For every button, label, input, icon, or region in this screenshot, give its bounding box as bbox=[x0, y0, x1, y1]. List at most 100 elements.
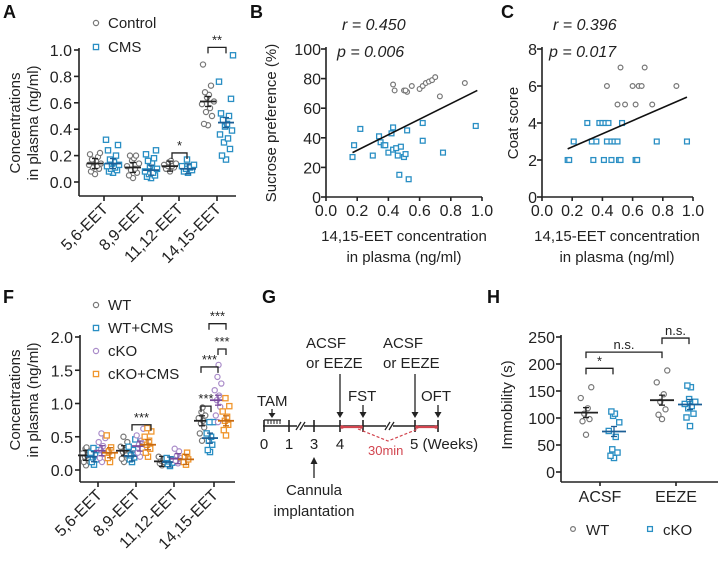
data-point bbox=[142, 151, 150, 158]
data-point bbox=[218, 380, 225, 387]
data-point bbox=[112, 152, 120, 159]
x-tick-label: 0.8 bbox=[440, 203, 462, 220]
legend-marker bbox=[92, 324, 100, 332]
interval-end bbox=[340, 425, 344, 429]
data-point bbox=[404, 127, 411, 134]
significance-label: *** bbox=[214, 334, 229, 349]
panel-c-p-value: p = 0.017 bbox=[548, 44, 617, 61]
data-point bbox=[222, 394, 229, 402]
y-tick-label: 0 bbox=[528, 190, 537, 207]
data-point bbox=[566, 156, 573, 164]
data-point bbox=[609, 446, 616, 453]
data-point bbox=[90, 444, 97, 452]
x-tick-label: EEZE bbox=[655, 489, 697, 506]
legend-marker bbox=[646, 525, 654, 533]
data-point bbox=[96, 149, 104, 157]
data-point bbox=[402, 87, 409, 94]
panel-letter-f: F bbox=[3, 287, 14, 307]
panel-h: Immobility (s) 0 50 100 150 200 250 ACSF EEZE * n… bbox=[499, 323, 718, 539]
data-point bbox=[88, 156, 96, 163]
significance-label: * bbox=[597, 353, 602, 368]
significance-bracket bbox=[131, 424, 152, 431]
data-point bbox=[649, 101, 656, 108]
significance-bracket bbox=[207, 46, 227, 54]
data-point bbox=[357, 125, 364, 132]
data-point bbox=[202, 108, 210, 116]
data-point bbox=[225, 112, 233, 120]
data-point bbox=[224, 135, 232, 142]
data-point bbox=[206, 418, 213, 426]
data-point bbox=[223, 120, 231, 128]
x-tick-label: 0.6 bbox=[621, 203, 643, 220]
data-point bbox=[688, 402, 696, 410]
interval-end bbox=[359, 425, 363, 429]
significance-label: *** bbox=[134, 410, 149, 425]
axis-break-icon bbox=[295, 420, 306, 432]
data-point bbox=[653, 379, 660, 386]
data-point bbox=[135, 160, 143, 167]
data-point bbox=[584, 119, 591, 127]
data-point bbox=[145, 437, 153, 444]
data-point bbox=[133, 432, 140, 439]
data-point bbox=[664, 367, 671, 374]
data-point bbox=[144, 157, 152, 165]
y-tick-label: 4 bbox=[528, 116, 537, 133]
y-tick-label: 1.0 bbox=[50, 43, 72, 60]
y-tick-label: 0.5 bbox=[51, 430, 73, 447]
data-point bbox=[683, 414, 690, 421]
legend-marker bbox=[92, 301, 100, 309]
interval-30min-marker bbox=[340, 425, 438, 442]
interval-end bbox=[415, 425, 419, 429]
data-point bbox=[397, 143, 404, 150]
y-tick-label: 0.8 bbox=[50, 69, 72, 86]
data-point bbox=[408, 82, 415, 89]
legend-label: CMS bbox=[108, 39, 141, 56]
legend-label: cKO bbox=[663, 522, 692, 539]
y-tick-label: 1.5 bbox=[51, 363, 73, 380]
tam-label: TAM bbox=[257, 393, 288, 410]
significance-label: *** bbox=[210, 309, 225, 324]
data-point bbox=[125, 172, 133, 179]
cannula-arrowhead-icon bbox=[310, 457, 318, 464]
data-point bbox=[132, 152, 140, 159]
panel-f: Concentrations in plasma (ng/ml) 0.0 0.5 1… bbox=[7, 297, 235, 553]
acsf-1-arrowhead-icon bbox=[336, 412, 344, 418]
significance-label: * bbox=[177, 138, 182, 153]
legend-label: Control bbox=[108, 15, 156, 32]
data-point bbox=[461, 80, 468, 87]
data-point bbox=[390, 124, 397, 131]
panel-h-ylabel: Immobility (s) bbox=[499, 360, 516, 449]
data-point bbox=[86, 151, 94, 158]
data-point bbox=[655, 411, 662, 418]
significance-label: ** bbox=[212, 32, 222, 47]
y-tick-label: 0.0 bbox=[51, 463, 73, 480]
panel-f-ylabel-line2: in plasma (ng/ml) bbox=[25, 342, 42, 457]
panel-b-p-value: p = 0.006 bbox=[336, 44, 404, 61]
data-point bbox=[614, 138, 621, 145]
x-tick-label: 1.0 bbox=[471, 203, 493, 220]
y-tick-label: 0.2 bbox=[50, 149, 72, 166]
data-point bbox=[617, 156, 624, 164]
data-point bbox=[104, 147, 112, 154]
data-point bbox=[616, 419, 623, 426]
legend-label: cKO bbox=[108, 343, 137, 360]
series-control bbox=[603, 64, 680, 108]
data-point bbox=[114, 141, 122, 149]
significance-bracket bbox=[585, 351, 663, 359]
y-tick-label: 20 bbox=[303, 160, 321, 177]
data-point bbox=[472, 122, 479, 130]
data-point bbox=[216, 131, 224, 138]
legend-label: WT+CMS bbox=[108, 320, 173, 337]
series-control bbox=[390, 74, 468, 100]
data-point bbox=[690, 410, 697, 417]
series-cko-cms bbox=[102, 394, 234, 468]
data-point bbox=[641, 64, 648, 71]
panel-c-ylabel: Coat score bbox=[505, 87, 522, 160]
data-point bbox=[196, 430, 203, 437]
data-point bbox=[402, 151, 409, 158]
data-point bbox=[220, 426, 228, 434]
significance-label: *** bbox=[198, 391, 213, 406]
data-point bbox=[588, 384, 595, 391]
data-point bbox=[608, 156, 615, 164]
